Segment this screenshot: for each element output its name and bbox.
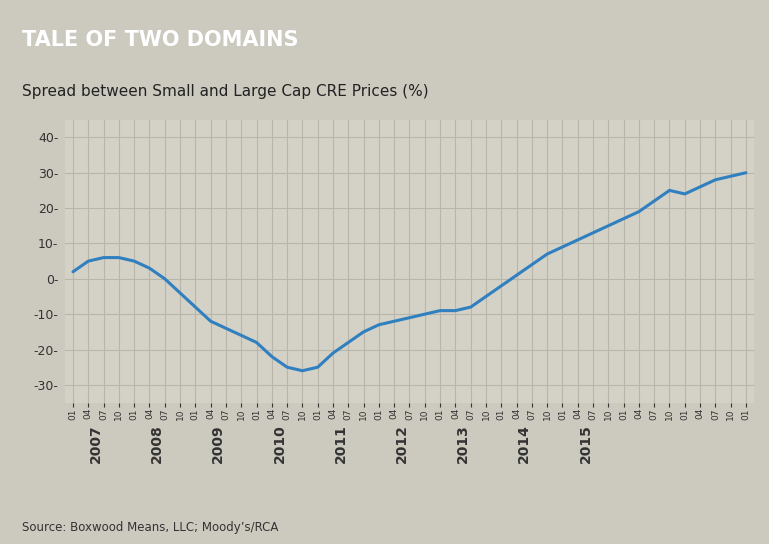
Text: 2010: 2010 bbox=[272, 424, 287, 463]
Text: TALE OF TWO DOMAINS: TALE OF TWO DOMAINS bbox=[22, 30, 298, 51]
Text: 2014: 2014 bbox=[518, 424, 531, 463]
Text: 2012: 2012 bbox=[394, 424, 409, 463]
Text: Spread between Small and Large Cap CRE Prices (%): Spread between Small and Large Cap CRE P… bbox=[22, 84, 428, 100]
Text: 2008: 2008 bbox=[150, 424, 164, 463]
Text: 2009: 2009 bbox=[211, 424, 225, 463]
Text: Source: Boxwood Means, LLC; Moody’s/RCA: Source: Boxwood Means, LLC; Moody’s/RCA bbox=[22, 521, 278, 534]
Text: 2013: 2013 bbox=[456, 424, 470, 463]
Text: 2011: 2011 bbox=[334, 424, 348, 463]
Text: 2007: 2007 bbox=[89, 424, 103, 463]
Text: 2015: 2015 bbox=[578, 424, 592, 463]
